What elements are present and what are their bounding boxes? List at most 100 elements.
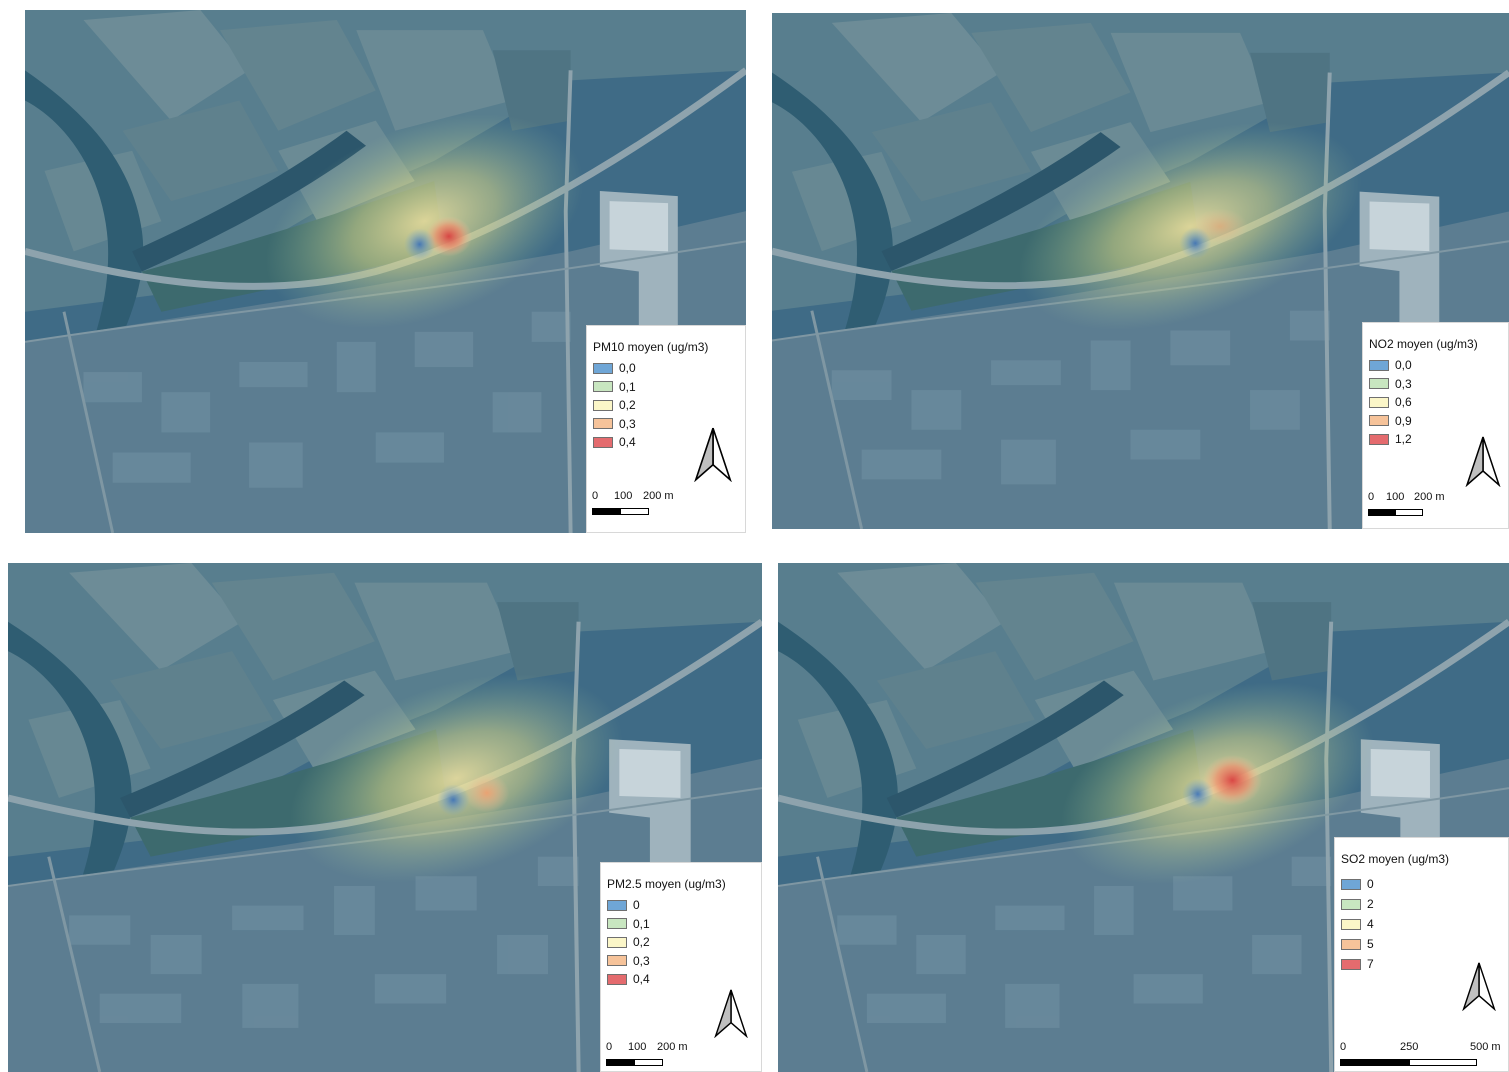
legend-label: 5	[1367, 937, 1374, 951]
pollution-plume	[265, 114, 584, 329]
pollution-hotspot	[425, 216, 473, 257]
legend-item: 0,0	[593, 359, 636, 378]
map-panel-no2: NO2 moyen (ug/m3) 0,0 0,3 0,6 0,9 1,2 0 …	[772, 13, 1509, 529]
legend-item: 0,0	[1369, 356, 1412, 375]
legend-item: 0,2	[593, 396, 636, 415]
legend-label: 0,4	[633, 972, 650, 987]
legend-swatch	[593, 362, 613, 374]
legend-swatch	[607, 899, 627, 911]
legend-swatch	[1341, 878, 1361, 890]
north-arrow-icon	[691, 426, 735, 482]
scale-label: 250	[1400, 1041, 1419, 1053]
legend-label: 0,3	[1395, 376, 1412, 391]
legend-swatch	[1369, 433, 1389, 445]
legend-title: PM2.5 moyen (ug/m3)	[607, 877, 726, 891]
legend-swatch	[593, 436, 613, 448]
legend-title: NO2 moyen (ug/m3)	[1369, 337, 1478, 351]
legend-label: 1,2	[1395, 432, 1412, 447]
scale-label: 500 m	[1470, 1041, 1501, 1053]
legend-swatch	[607, 936, 627, 948]
legend-swatch	[1341, 958, 1361, 970]
legend-item: 0,3	[607, 952, 650, 971]
legend-label: 0	[1367, 877, 1374, 891]
legend-item: 0	[607, 896, 650, 915]
north-arrow-icon	[1458, 961, 1500, 1011]
map-legend: SO2 moyen (ug/m3) 0 2 4 5 7 0 250 500 m	[1334, 837, 1509, 1072]
legend-item: 5	[1341, 934, 1374, 954]
legend-swatch	[1341, 918, 1361, 930]
scale-label: 0	[592, 490, 599, 502]
pollution-hotspot	[464, 773, 510, 813]
legend-item: 0,3	[1369, 375, 1412, 394]
aerial-basemap	[778, 563, 1509, 1072]
legend-swatch	[1341, 938, 1361, 950]
aerial-basemap	[8, 563, 762, 1072]
aerial-basemap	[772, 13, 1509, 529]
scale-bar: 0 100 200 m	[606, 1041, 696, 1066]
legend-swatch	[607, 918, 627, 930]
legend-items: 0 2 4 5 7	[1341, 874, 1374, 974]
legend-items: 0 0,1 0,2 0,3 0,4	[607, 896, 650, 989]
legend-item: 0,4	[607, 970, 650, 989]
legend-title: PM10 moyen (ug/m3)	[593, 340, 709, 354]
scale-label: 0	[1368, 491, 1375, 503]
scale-label: 0	[606, 1041, 613, 1053]
legend-label: 2	[1367, 897, 1374, 911]
north-arrow-icon	[711, 988, 751, 1038]
map-legend: PM2.5 moyen (ug/m3) 0 0,1 0,2 0,3 0,4 0 …	[600, 862, 762, 1072]
legend-item: 0,9	[1369, 412, 1412, 431]
map-panel-so2: SO2 moyen (ug/m3) 0 2 4 5 7 0 250 500 m	[778, 563, 1509, 1072]
scale-bar: 0 250 500 m	[1340, 1041, 1505, 1066]
legend-label: 0,3	[633, 953, 650, 968]
pollution-low-zone	[404, 228, 436, 261]
legend-swatch	[1369, 359, 1389, 371]
north-arrow-icon	[1463, 435, 1503, 487]
pollution-low-zone	[1182, 778, 1214, 810]
legend-item: 0,1	[607, 915, 650, 934]
legend-label: 4	[1367, 917, 1374, 931]
scale-label: 100	[1386, 491, 1405, 503]
scale-label: 100	[614, 490, 633, 502]
legend-label: 0,4	[619, 435, 636, 450]
legend-item: 1,2	[1369, 430, 1412, 449]
map-legend: NO2 moyen (ug/m3) 0,0 0,3 0,6 0,9 1,2 0 …	[1362, 322, 1509, 529]
scale-bar: 0 100 200 m	[592, 490, 682, 515]
legend-item: 0,6	[1369, 393, 1412, 412]
legend-swatch	[1369, 415, 1389, 427]
pollution-plume	[1019, 122, 1362, 331]
legend-label: 0,9	[1395, 413, 1412, 428]
map-legend: PM10 moyen (ug/m3) 0,0 0,1 0,2 0,3 0,4 0…	[586, 325, 746, 533]
legend-label: 7	[1367, 957, 1374, 971]
legend-swatch	[593, 381, 613, 393]
legend-swatch	[607, 955, 627, 967]
map-panel-pm25: PM2.5 moyen (ug/m3) 0 0,1 0,2 0,3 0,4 0 …	[8, 563, 762, 1072]
pollution-plume	[290, 674, 623, 883]
pollution-low-zone	[1179, 227, 1212, 260]
map-panel-pm10: PM10 moyen (ug/m3) 0,0 0,1 0,2 0,3 0,4 0…	[25, 10, 746, 533]
legend-item: 2	[1341, 894, 1374, 914]
legend-title: SO2 moyen (ug/m3)	[1341, 852, 1450, 866]
legend-swatch	[1369, 396, 1389, 408]
scale-label: 200 m	[1414, 491, 1445, 503]
legend-item: 0,3	[593, 415, 636, 434]
legend-label: 0,0	[619, 361, 636, 376]
legend-label: 0,1	[619, 379, 636, 394]
pollution-hotspot	[1202, 754, 1263, 806]
pollution-low-zone	[436, 784, 470, 816]
scale-label: 100	[628, 1041, 647, 1053]
legend-label: 0	[633, 898, 640, 913]
scale-label: 0	[1340, 1041, 1347, 1053]
scale-bar: 0 100 200 m	[1368, 491, 1458, 516]
legend-label: 0,2	[633, 935, 650, 950]
legend-label: 0,6	[1395, 395, 1412, 410]
legend-item: 7	[1341, 954, 1374, 974]
legend-item: 0,4	[593, 433, 636, 452]
legend-item: 0,1	[593, 378, 636, 397]
legend-swatch	[593, 399, 613, 411]
legend-label: 0,2	[619, 398, 636, 413]
legend-items: 0,0 0,3 0,6 0,9 1,2	[1369, 356, 1412, 449]
aerial-basemap	[25, 10, 746, 533]
legend-item: 4	[1341, 914, 1374, 934]
legend-label: 0,1	[633, 916, 650, 931]
legend-item: 0	[1341, 874, 1374, 894]
